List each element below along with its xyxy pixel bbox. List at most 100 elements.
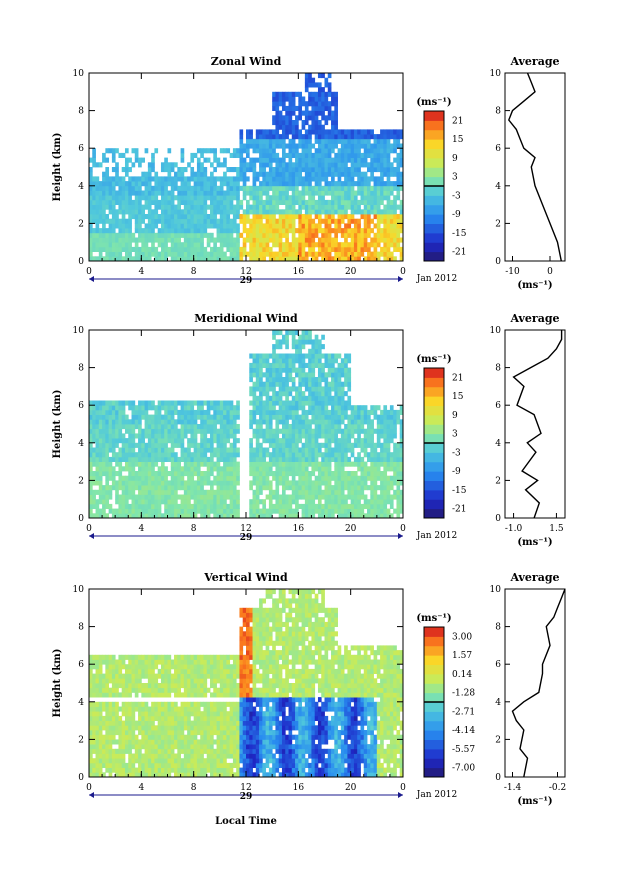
heatmap-cell (347, 424, 352, 430)
heatmap-cell (262, 358, 267, 364)
heatmap-cell (353, 485, 358, 491)
heatmap-cell (386, 223, 391, 229)
heatmap-cell (334, 96, 338, 102)
heatmap-cell (246, 152, 250, 158)
heatmap-cell (268, 485, 273, 491)
heatmap-cell (95, 433, 100, 439)
heatmap-cell (304, 499, 309, 505)
heatmap-cell (399, 452, 404, 458)
heatmap-cell (232, 228, 237, 234)
heatmap-cell (89, 678, 93, 684)
heatmap-cell (108, 405, 113, 411)
heatmap-cell (265, 405, 270, 411)
heatmap-cell (340, 214, 345, 220)
heatmap-cell (223, 157, 227, 163)
x-tick-label: 0 (86, 267, 92, 277)
colorbar-swatch (424, 251, 444, 262)
heatmap-cell (193, 424, 198, 430)
heatmap-cell (285, 471, 289, 477)
heatmap-cell (285, 242, 289, 248)
heatmap-cell (183, 428, 188, 434)
heatmap-cell (337, 185, 342, 191)
heatmap-cell (229, 414, 234, 420)
heatmap-cell (121, 242, 126, 248)
heatmap-cell (370, 242, 374, 248)
heatmap-cell (321, 138, 325, 144)
heatmap-cell (92, 499, 96, 505)
heatmap-cell (301, 138, 306, 144)
heatmap-cell (210, 414, 214, 420)
heatmap-cell (187, 218, 191, 224)
heatmap-cell (187, 190, 191, 196)
heatmap-cell (92, 232, 96, 238)
heatmap-cell (121, 195, 126, 201)
heatmap-cell (154, 195, 159, 201)
heatmap-cell (281, 105, 286, 111)
heatmap-cell (255, 395, 260, 401)
heatmap-cell (288, 414, 293, 420)
heatmap-cell (334, 256, 338, 262)
colorbar-tick-label: -3 (452, 191, 461, 201)
heatmap-cell (376, 494, 381, 500)
heatmap-cell (92, 683, 96, 689)
heatmap-cell (370, 480, 374, 486)
heatmap-cell (367, 129, 371, 135)
heatmap-cell (357, 424, 361, 430)
heatmap-cell (236, 447, 240, 453)
heatmap-cell (167, 428, 172, 434)
heatmap-cell (304, 232, 309, 238)
heatmap-cell (160, 195, 165, 201)
heatmap-cell (223, 199, 227, 205)
heatmap-cell (210, 438, 214, 444)
heatmap-cell (196, 508, 201, 514)
heatmap-cell (144, 494, 149, 500)
heatmap-cell (337, 353, 342, 359)
heatmap-cell (324, 424, 329, 430)
heatmap-cell (291, 228, 296, 234)
heatmap-cell (317, 362, 322, 368)
heatmap-cell (334, 199, 338, 205)
heatmap-cell (311, 377, 316, 383)
heatmap-cell (128, 242, 132, 248)
heatmap-cell (108, 409, 113, 415)
heatmap-cell (131, 232, 136, 238)
heatmap-cell (128, 199, 132, 205)
heatmap-cell (321, 162, 325, 168)
heatmap-cell (334, 475, 338, 481)
heatmap-cell (291, 143, 296, 149)
heatmap-cell (141, 409, 145, 415)
heatmap-cell (102, 181, 106, 187)
heatmap-cell (373, 475, 378, 481)
heatmap-cell (226, 190, 231, 196)
heatmap-cell (252, 358, 257, 364)
heatmap-cell (170, 414, 175, 420)
heatmap-cell (278, 381, 283, 387)
heatmap-cell (226, 480, 231, 486)
heatmap-cell (102, 489, 106, 495)
heatmap-cell (259, 181, 263, 187)
heatmap-cell (164, 185, 168, 191)
heatmap-cell (321, 480, 325, 486)
heatmap-cell (278, 232, 283, 238)
heatmap-cell (383, 138, 388, 144)
heatmap-cell (308, 148, 312, 154)
heatmap-cell (353, 228, 358, 234)
heatmap-cell (353, 414, 358, 420)
heatmap-cell (157, 447, 162, 453)
heatmap-cell (350, 442, 355, 448)
heatmap-cell (144, 489, 149, 495)
heatmap-cell (236, 508, 240, 514)
heatmap-cell (174, 209, 178, 215)
heatmap-cell (317, 372, 322, 378)
heatmap-cell (108, 190, 113, 196)
heatmap-cell (370, 485, 374, 491)
heatmap-cell (278, 339, 283, 345)
heatmap-cell (265, 199, 270, 205)
heatmap-cell (357, 251, 361, 257)
heatmap-cell (105, 480, 110, 486)
heatmap-cell (278, 377, 283, 383)
heatmap-cell (226, 242, 231, 248)
heatmap-cell (115, 405, 119, 411)
heatmap-cell (232, 405, 237, 411)
heatmap-cell (255, 428, 260, 434)
